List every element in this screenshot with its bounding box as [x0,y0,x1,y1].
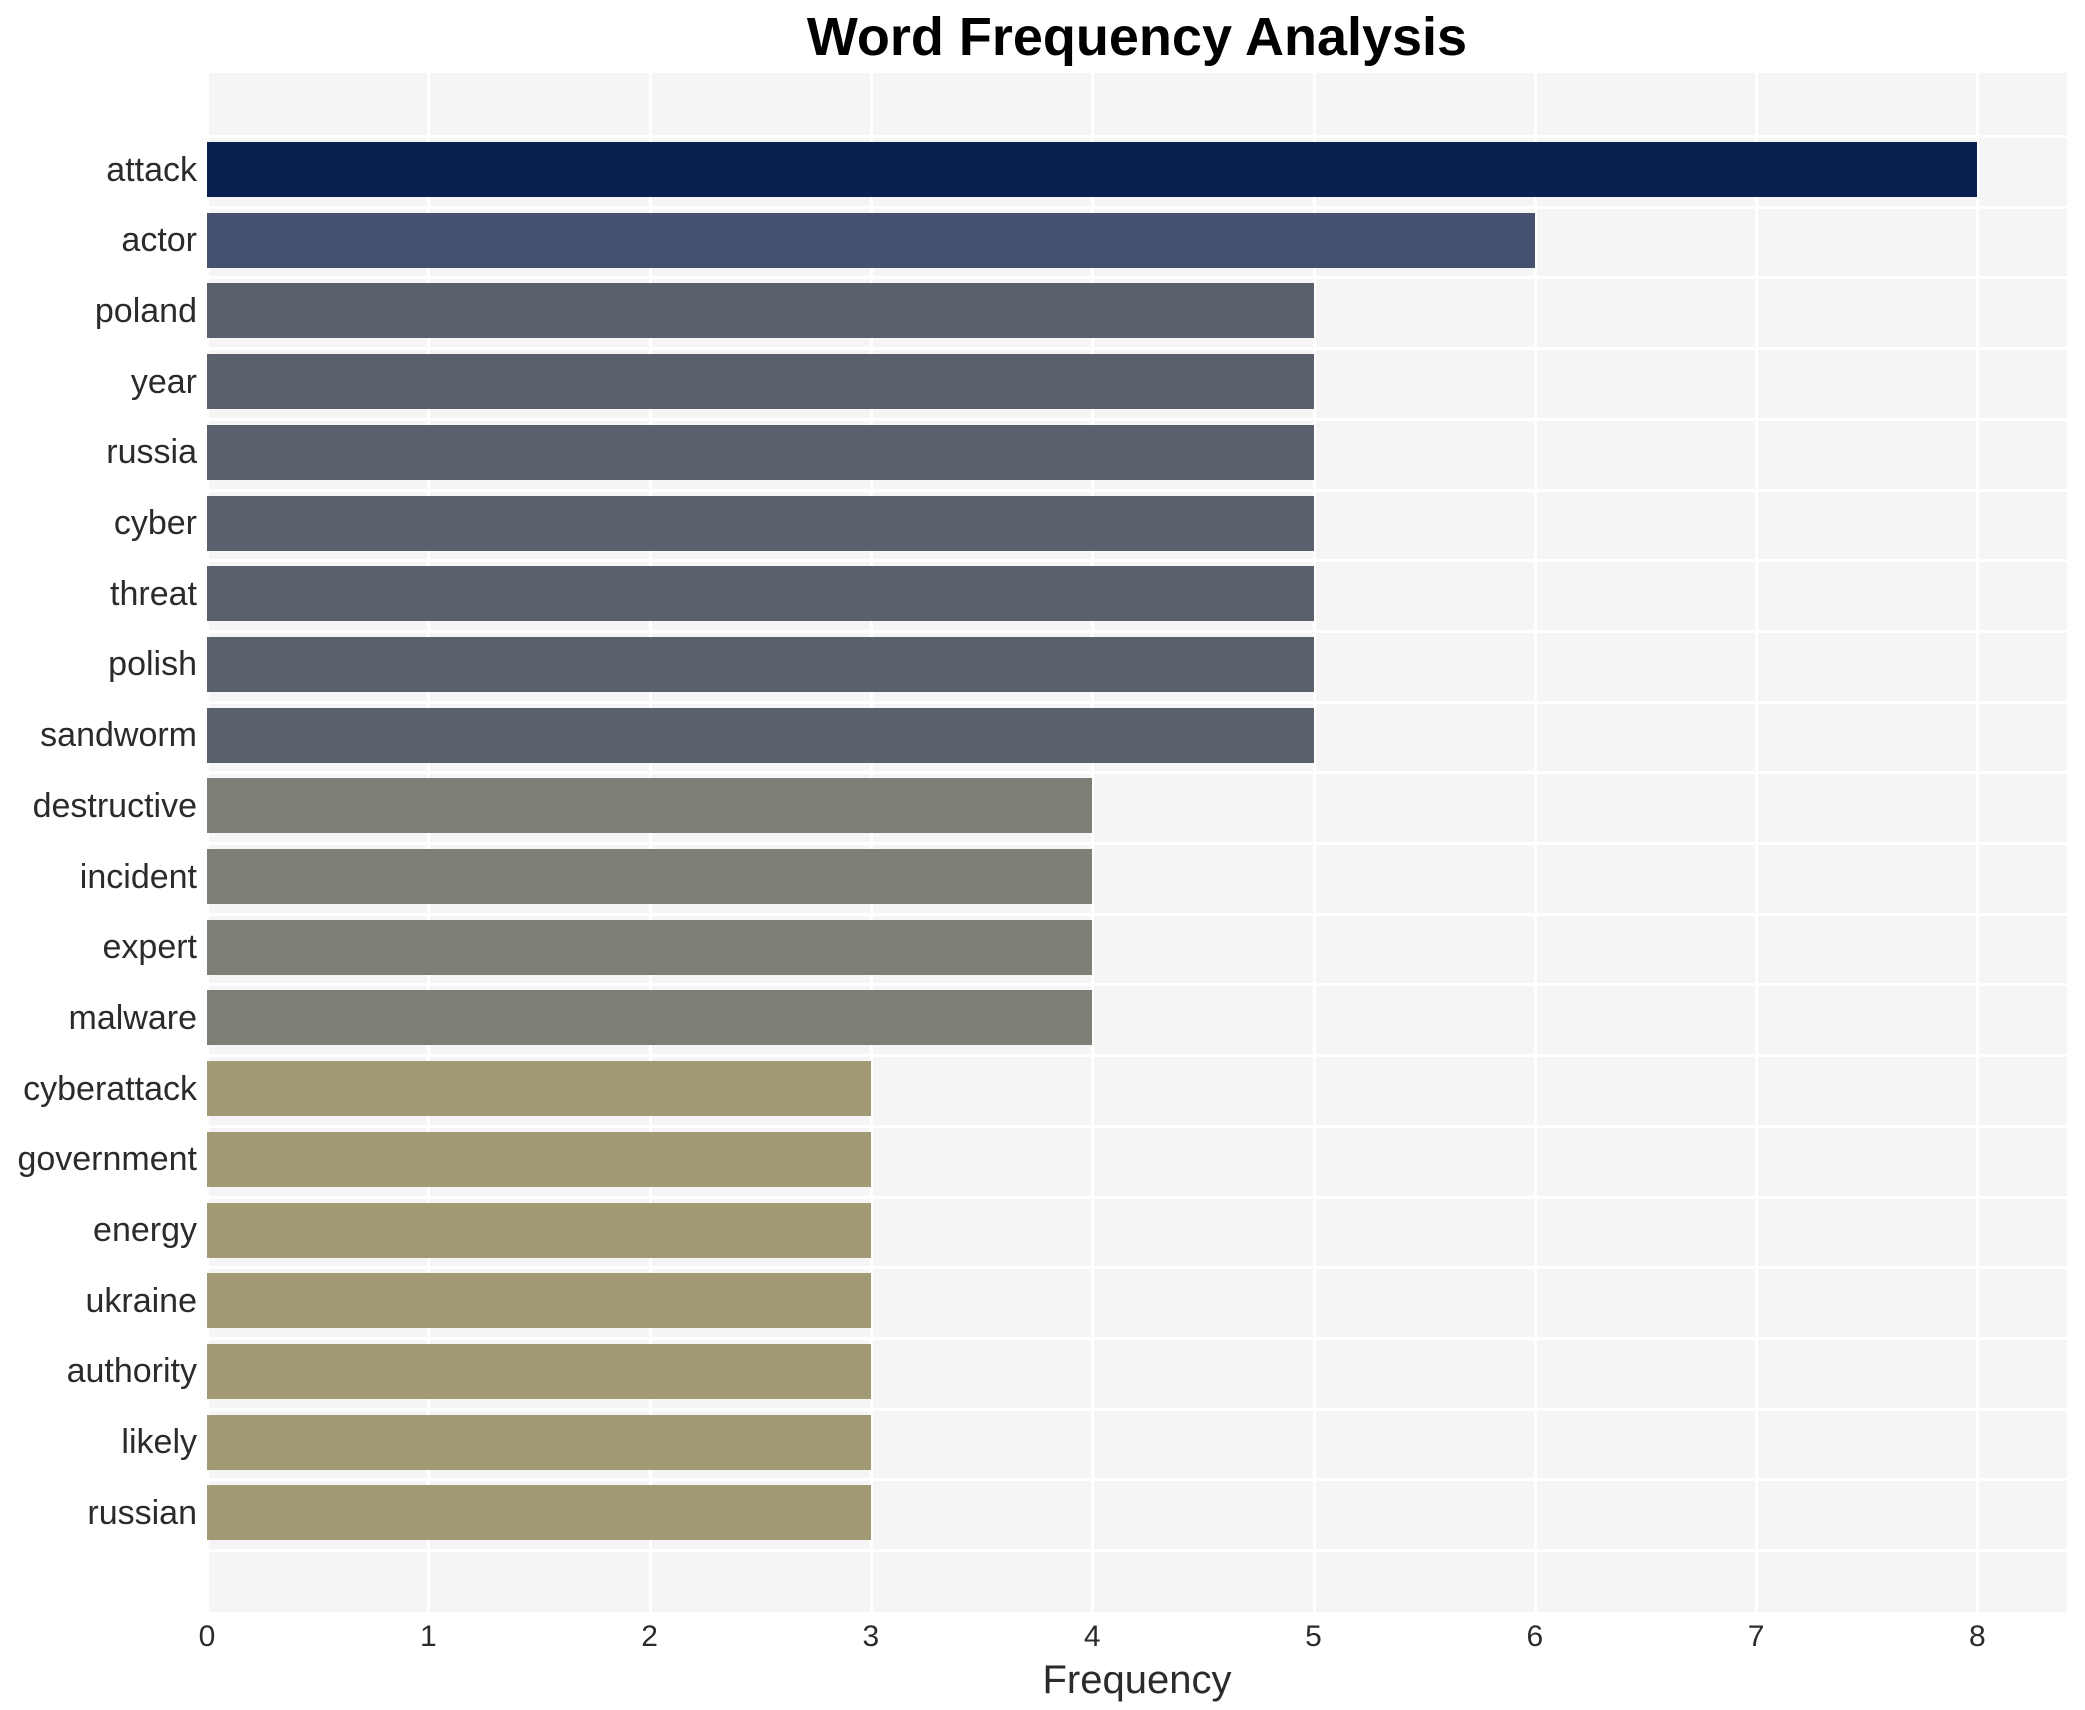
gridline-horizontal [207,1478,2067,1482]
bar-russian [207,1485,871,1541]
y-tick-label-attack: attack [106,150,197,189]
plot-area [206,73,2067,1612]
y-tick-label-cyberattack: cyberattack [23,1069,197,1108]
bar-cyber [207,495,1314,551]
gridline-horizontal [207,205,2067,209]
y-tick-label-incident: incident [79,857,197,896]
x-tick-label-0: 0 [198,1620,216,1653]
x-tick-label-8: 8 [1969,1620,1986,1653]
gridline-horizontal [207,983,2067,987]
y-tick-label-year: year [130,362,197,401]
gridline-horizontal [207,417,2067,421]
gridline-vertical [1755,73,1759,1612]
y-tick-label-malware: malware [68,998,197,1037]
gridline-horizontal [207,135,2067,138]
y-tick-label-polish: polish [108,645,197,684]
gridline-vertical [206,73,209,1612]
bar-actor [207,212,1535,268]
x-tick-label-1: 1 [419,1620,437,1653]
gridline-horizontal [207,629,2067,633]
bar-incident [207,849,1093,904]
bar-poland [207,283,1314,339]
y-tick-label-actor: actor [121,221,197,260]
y-tick-label-destructive: destructive [32,786,197,825]
gridline-horizontal [207,1407,2067,1411]
bar-russia [207,424,1314,480]
gridline-horizontal [207,347,2067,351]
gridline-horizontal [207,1336,2067,1340]
bar-expert [207,919,1093,975]
bar-year [207,354,1314,410]
gridline-vertical [648,73,652,1612]
bar-energy [207,1202,871,1258]
y-tick-label-cyber: cyber [113,504,197,542]
x-tick-label-2: 2 [641,1620,658,1653]
y-tick-label-russia: russia [106,433,197,472]
y-tick-label-russian: russian [87,1493,197,1532]
gridline-horizontal [207,1124,2067,1128]
y-tick-label-government: government [17,1140,197,1179]
y-tick-label-energy: energy [93,1211,197,1249]
gridline-horizontal [207,559,2067,563]
gridline-horizontal [207,488,2067,492]
gridline-horizontal [207,912,2067,916]
x-tick-label-5: 5 [1305,1620,1322,1653]
x-tick-label-6: 6 [1526,1620,1544,1653]
gridline-horizontal [207,1266,2067,1270]
bar-cyberattack [207,1061,871,1117]
bar-ukraine [207,1273,871,1329]
gridline-vertical [427,73,431,1612]
gridline-vertical [1091,73,1095,1612]
bar-likely [207,1414,871,1470]
y-tick-label-ukraine: ukraine [85,1281,197,1320]
y-tick-label-threat: threat [110,574,197,613]
gridline-vertical [1976,73,1980,1612]
gridline-horizontal [207,842,2067,845]
gridline-horizontal [207,1195,2067,1199]
gridline-horizontal [207,1549,2067,1552]
y-tick-label-expert: expert [102,928,198,967]
gridline-vertical [1312,73,1316,1612]
gridline-horizontal [207,771,2067,775]
y-tick-label-likely: likely [121,1423,197,1462]
bar-sandworm [207,707,1314,763]
bar-polish [207,636,1314,692]
x-tick-label-7: 7 [1747,1620,1765,1653]
y-tick-label-poland: poland [94,291,197,330]
bar-authority [207,1343,871,1399]
y-tick-label-authority: authority [66,1352,197,1391]
x-tick-label-3: 3 [862,1620,880,1653]
gridline-horizontal [207,1054,2067,1058]
gridline-vertical [869,73,873,1612]
x-axis-label: Frequency [1042,1658,1232,1702]
gridline-horizontal [207,276,2067,280]
gridline-horizontal [207,700,2067,704]
bar-government [207,1131,871,1187]
bar-malware [207,990,1093,1046]
chart-title: Word Frequency Analysis [806,7,1468,67]
bar-destructive [207,778,1093,834]
gridline-vertical [1533,73,1537,1612]
y-tick-label-sandworm: sandworm [40,716,197,755]
bar-attack [207,142,1978,197]
x-tick-label-4: 4 [1083,1620,1101,1653]
bar-threat [207,566,1314,622]
